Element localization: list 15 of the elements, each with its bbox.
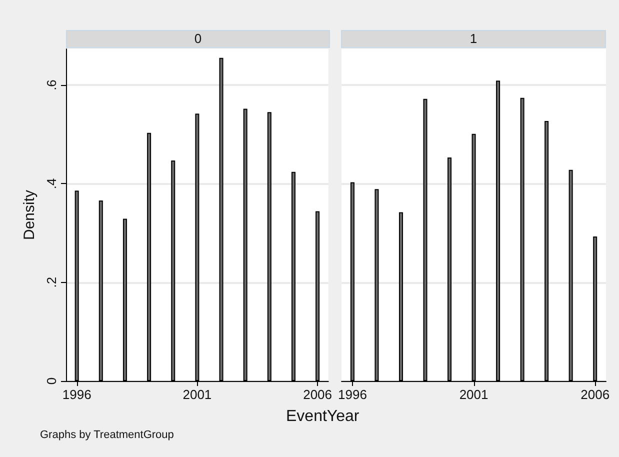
x-tick-label: 2006 <box>580 387 610 402</box>
y-tick-label: 0 <box>44 377 59 385</box>
y-axis-title: Density <box>21 190 38 240</box>
y-tick-label: .6 <box>44 80 59 90</box>
x-tick-label: 2006 <box>303 387 332 402</box>
x-tick-label: 1996 <box>338 387 367 402</box>
x-tick-label: 2001 <box>182 387 212 402</box>
y-tick-label: .2 <box>44 276 59 288</box>
y-tick-label: .4 <box>44 178 59 190</box>
x-axis-title: EventYear <box>286 408 360 426</box>
x-tick-label: 2001 <box>459 387 488 402</box>
x-tick-label: 1996 <box>62 387 92 402</box>
chart-title: 1 <box>341 30 606 48</box>
text: Graphs by TreatmentGroup <box>40 429 174 441</box>
chart-title: 0 <box>66 30 330 48</box>
